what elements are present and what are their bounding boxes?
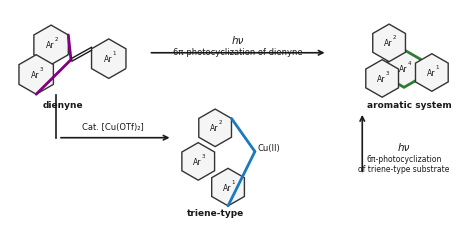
Text: Cu(II): Cu(II) — [258, 144, 281, 153]
Polygon shape — [182, 143, 215, 180]
Text: 2: 2 — [55, 37, 58, 42]
Text: Ar: Ar — [384, 39, 392, 48]
Text: 3: 3 — [201, 154, 205, 159]
Text: 2: 2 — [219, 120, 222, 125]
Text: Ar: Ar — [46, 41, 55, 50]
Text: 1: 1 — [231, 180, 235, 185]
Text: 6π-photocyclization of dienyne: 6π-photocyclization of dienyne — [173, 48, 303, 57]
Text: dienyne: dienyne — [43, 101, 83, 110]
Text: Ar: Ar — [377, 75, 385, 84]
Text: 3: 3 — [385, 71, 389, 76]
Text: Ar: Ar — [427, 69, 435, 78]
Text: 3: 3 — [39, 67, 43, 72]
Polygon shape — [91, 39, 126, 79]
Text: Ar: Ar — [210, 124, 219, 133]
Text: Ar: Ar — [103, 55, 112, 64]
Text: Ar: Ar — [223, 184, 231, 192]
Polygon shape — [388, 50, 420, 87]
Text: aromatic system: aromatic system — [366, 101, 451, 110]
Text: Ar: Ar — [399, 65, 407, 74]
Text: hν: hν — [398, 143, 410, 153]
Text: 6π-photocyclization: 6π-photocyclization — [366, 155, 442, 164]
Polygon shape — [373, 24, 405, 62]
Text: 4: 4 — [407, 61, 411, 66]
Polygon shape — [199, 109, 231, 147]
Text: Ar: Ar — [31, 71, 39, 80]
Text: of triene-type substrate: of triene-type substrate — [358, 165, 450, 174]
Text: Cat. [Cu(OTf)₂]: Cat. [Cu(OTf)₂] — [82, 123, 144, 132]
Polygon shape — [19, 55, 54, 94]
Text: 1: 1 — [435, 65, 438, 70]
Text: 1: 1 — [112, 51, 116, 56]
Polygon shape — [34, 25, 68, 65]
Polygon shape — [212, 168, 245, 206]
Text: triene-type: triene-type — [186, 209, 244, 218]
Text: hν: hν — [232, 36, 244, 46]
Polygon shape — [366, 60, 399, 97]
Text: Ar: Ar — [193, 158, 201, 167]
Text: 2: 2 — [392, 35, 396, 40]
Polygon shape — [416, 54, 448, 91]
